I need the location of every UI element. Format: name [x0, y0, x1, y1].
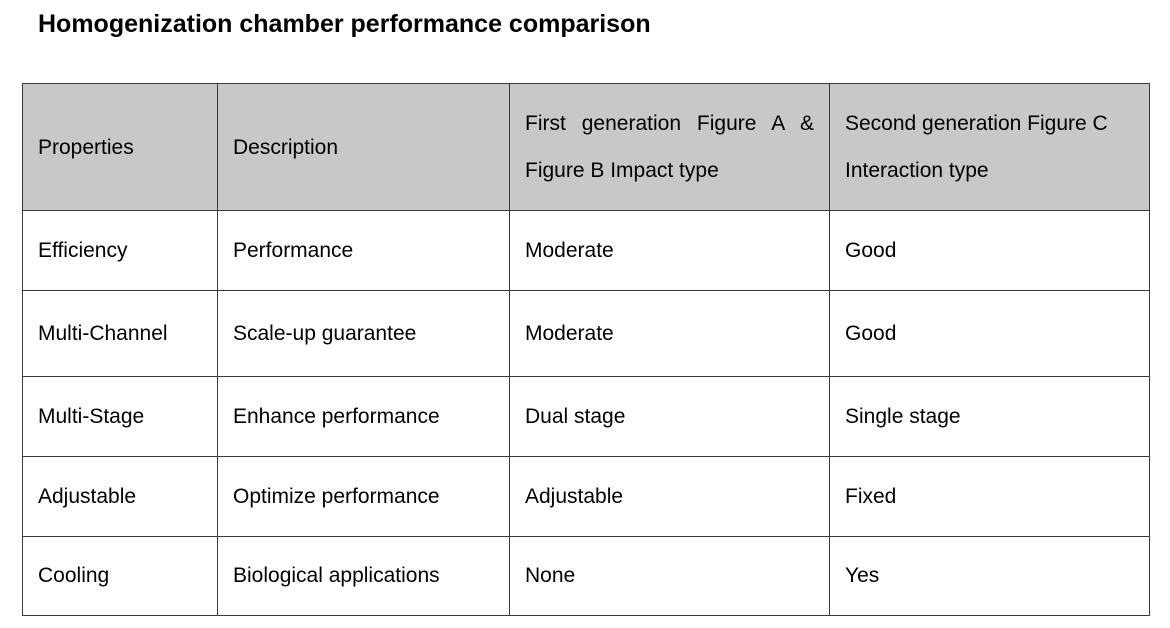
table-cell: Scale-up guarantee — [217, 290, 510, 377]
table-cell: Dual stage — [509, 376, 830, 457]
column-header: Second generation Figure C Interaction t… — [829, 83, 1150, 211]
table-cell: Multi-Stage — [22, 376, 218, 457]
table-cell: Single stage — [829, 376, 1150, 457]
table-cell: Good — [829, 290, 1150, 377]
comparison-table: Properties Description First generation … — [22, 83, 1150, 616]
table-cell: Performance — [217, 210, 510, 291]
column-header: Properties — [22, 83, 218, 211]
table-cell: Efficiency — [22, 210, 218, 291]
table-cell: Cooling — [22, 536, 218, 616]
table-row: Multi-Stage Enhance performance Dual stage… — [22, 376, 1150, 457]
table-cell: Enhance performance — [217, 376, 510, 457]
table-row: Efficiency Performance Moderate Good — [22, 210, 1150, 291]
table-cell: Biological applications — [217, 536, 510, 616]
table-cell: Adjustable — [509, 456, 830, 537]
table-cell: Adjustable — [22, 456, 218, 537]
table-cell: None — [509, 536, 830, 616]
column-header: Description — [217, 83, 510, 211]
column-header: First generation Figure A & Figure B Imp… — [509, 83, 830, 211]
table-body: Efficiency Performance Moderate Good Multi-C… — [22, 210, 1150, 616]
table-cell: Yes — [829, 536, 1150, 616]
table-cell: Moderate — [509, 210, 830, 291]
table-row: Cooling Biological applications None Yes — [22, 536, 1150, 616]
table-cell: Moderate — [509, 290, 830, 377]
title: Homogenization chamber performance compa… — [38, 10, 651, 38]
table-header: Properties Description First generation … — [22, 83, 1150, 211]
table-row: Multi-Channel Scale-up guarantee Moderate G… — [22, 290, 1150, 377]
table-cell: Fixed — [829, 456, 1150, 537]
table-cell: Good — [829, 210, 1150, 291]
table-cell: Multi-Channel — [22, 290, 218, 377]
header-row: Properties Description First generation … — [22, 83, 1150, 211]
table-row: Adjustable Optimize performance Adjustable… — [22, 456, 1150, 537]
table-cell: Optimize performance — [217, 456, 510, 537]
